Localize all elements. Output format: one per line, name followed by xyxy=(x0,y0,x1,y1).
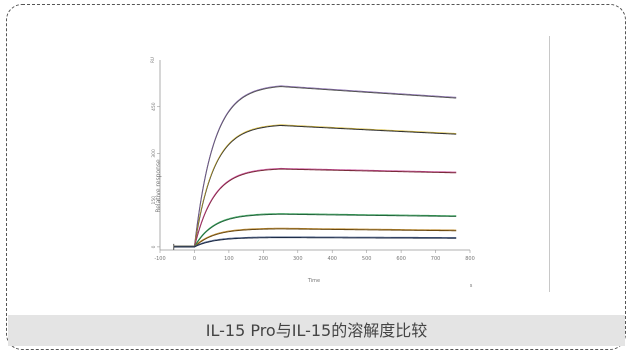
x-tick-label: 600 xyxy=(396,256,406,262)
y-axis-label: Relative response xyxy=(155,159,162,213)
x-tick-label: 500 xyxy=(362,256,372,262)
fit-line-4 xyxy=(173,213,457,247)
x-tick-label: 200 xyxy=(259,256,269,262)
fit-line-2 xyxy=(173,124,457,247)
x-tick-label: 100 xyxy=(224,256,234,262)
x-tick-label: 700 xyxy=(431,256,441,262)
sensorgram-line-4 xyxy=(173,213,457,248)
series-layer xyxy=(173,85,457,248)
y-tick-label: 0 xyxy=(151,245,157,248)
sensorgram-line-6 xyxy=(173,236,457,248)
sensorgram-line-1 xyxy=(173,85,457,248)
x-tick-label: 400 xyxy=(327,256,337,262)
fit-line-5 xyxy=(173,227,457,247)
sensorgram-line-5 xyxy=(173,228,457,248)
x-tick-label: 0 xyxy=(193,256,196,262)
figure-caption: IL-15 Pro与IL-15的溶解度比较 xyxy=(205,321,428,340)
chart-svg: -100 0 100 200 300 400 500 600 700 8000150300450 … xyxy=(150,57,475,289)
caption-bar: IL-15 Pro与IL-15的溶解度比较 xyxy=(8,315,625,346)
sensorgram-line-2 xyxy=(173,124,457,248)
x-tick-label: -100 xyxy=(154,256,165,262)
chart-divider xyxy=(549,36,550,292)
x-unit-label: s xyxy=(470,283,473,289)
x-tick-label: 300 xyxy=(293,256,303,262)
y-tick-label: 300 xyxy=(151,149,157,158)
y-tick-label: 150 xyxy=(151,196,157,205)
y-unit-label: RU xyxy=(150,57,155,63)
fit-line-6 xyxy=(173,236,457,247)
fit-line-3 xyxy=(173,167,457,247)
x-axis-label: Time xyxy=(307,278,320,284)
y-tick-label: 450 xyxy=(151,102,157,111)
fit-line-1 xyxy=(173,85,457,247)
sensorgram-line-3 xyxy=(173,168,457,248)
x-tick-label: 800 xyxy=(465,256,475,262)
axes: -100 0 100 200 300 400 500 600 700 800 0 150 300 450 xyxy=(151,60,475,262)
sensorgram-chart: -100 0 100 200 300 400 500 600 700 800 0 150 300 450 … xyxy=(142,36,552,294)
